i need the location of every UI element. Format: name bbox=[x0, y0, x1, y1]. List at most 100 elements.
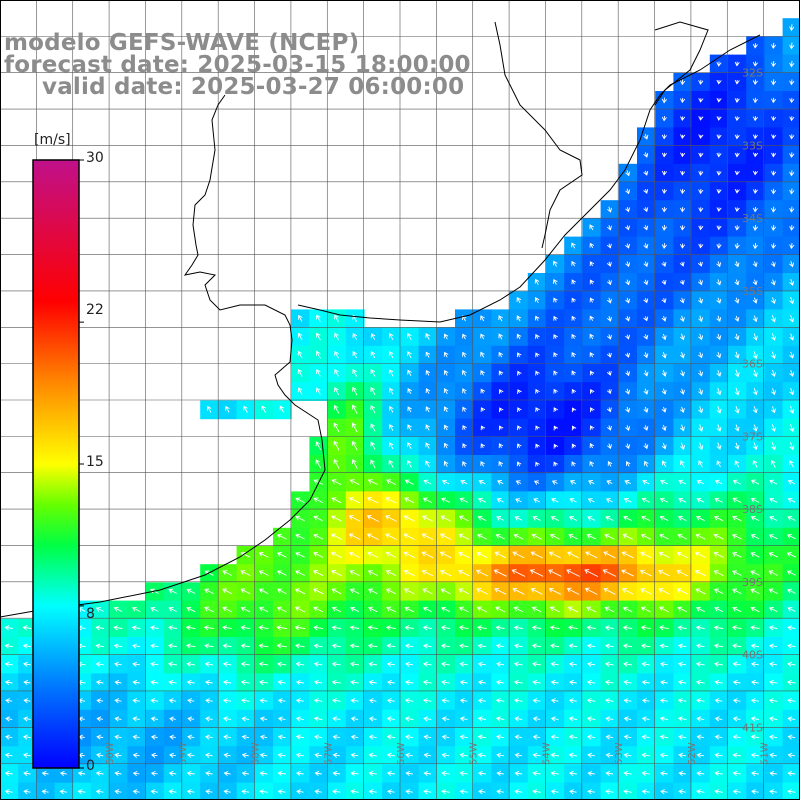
wind-arrow bbox=[515, 480, 522, 485]
wind-arrow bbox=[458, 551, 470, 559]
wind-arrow bbox=[114, 734, 122, 740]
wind-arrow bbox=[4, 625, 13, 631]
wind-arrow bbox=[588, 480, 595, 485]
wind-arrow bbox=[387, 789, 395, 795]
wind-arrow bbox=[132, 661, 140, 667]
wind-arrow bbox=[422, 625, 432, 631]
wind-arrow bbox=[589, 224, 594, 231]
wind-arrow bbox=[385, 533, 397, 540]
wind-arrow bbox=[694, 551, 706, 559]
wind-arrow bbox=[533, 498, 541, 503]
wind-arrow bbox=[553, 388, 558, 394]
wind-arrow bbox=[698, 243, 704, 249]
wind-arrow bbox=[661, 370, 667, 377]
wind-arrow bbox=[714, 734, 723, 740]
wind-arrow bbox=[205, 698, 213, 704]
wind-arrow bbox=[605, 734, 614, 740]
wind-arrow bbox=[734, 369, 740, 378]
wind-arrow bbox=[752, 297, 758, 304]
wind-arrow bbox=[698, 152, 704, 158]
wind-arrow bbox=[349, 625, 360, 631]
wind-arrow bbox=[517, 389, 522, 394]
wind-arrow bbox=[368, 606, 378, 613]
wind-arrow bbox=[587, 752, 595, 758]
wind-arrow bbox=[625, 279, 631, 286]
wind-arrow bbox=[441, 716, 450, 722]
wind-arrow bbox=[771, 152, 777, 158]
wind-arrow bbox=[623, 734, 632, 740]
wind-arrow bbox=[677, 698, 687, 704]
wind-arrow bbox=[496, 770, 504, 777]
wind-arrow bbox=[658, 551, 670, 558]
wind-arrow bbox=[787, 479, 796, 485]
wind-arrow bbox=[114, 661, 122, 667]
border-line bbox=[494, 21, 583, 249]
wind-arrow bbox=[168, 607, 177, 612]
wind-arrow bbox=[625, 225, 631, 231]
wind-arrow bbox=[789, 296, 795, 305]
wind-arrow bbox=[205, 716, 213, 722]
wind-arrow bbox=[752, 134, 758, 140]
wind-arrow bbox=[498, 425, 504, 431]
wind-arrow bbox=[567, 606, 579, 613]
wind-arrow bbox=[368, 789, 377, 795]
wind-arrow bbox=[351, 404, 358, 414]
wind-arrow bbox=[114, 698, 122, 704]
wind-arrow bbox=[680, 333, 685, 341]
wind-arrow bbox=[443, 406, 449, 413]
wind-arrow bbox=[640, 588, 652, 595]
wind-arrow bbox=[568, 716, 578, 722]
wind-arrow bbox=[660, 789, 668, 795]
wind-arrow bbox=[532, 716, 541, 722]
wind-arrow bbox=[459, 679, 468, 686]
wind-arrow bbox=[535, 388, 540, 394]
wind-arrow bbox=[96, 716, 104, 722]
wind-arrow bbox=[240, 643, 250, 649]
wind-arrow bbox=[789, 60, 795, 68]
wind-arrow bbox=[205, 734, 213, 740]
wind-arrow bbox=[421, 569, 434, 577]
wind-arrow bbox=[332, 698, 341, 704]
wind-arrow bbox=[443, 333, 449, 340]
wind-arrow bbox=[786, 552, 797, 558]
wind-arrow bbox=[549, 606, 560, 613]
wind-arrow bbox=[787, 497, 796, 503]
wind-arrow bbox=[641, 698, 650, 704]
wind-arrow bbox=[661, 189, 667, 194]
wind-arrow bbox=[480, 351, 485, 358]
wind-arrow bbox=[714, 770, 723, 776]
colorbar-unit: [m/s] bbox=[34, 132, 71, 148]
wind-arrow bbox=[240, 606, 251, 613]
wind-arrow bbox=[498, 351, 504, 358]
wind-arrow bbox=[5, 698, 13, 704]
wind-arrow bbox=[532, 789, 541, 795]
wind-arrow bbox=[716, 351, 722, 359]
wind-arrow bbox=[732, 479, 741, 485]
wind-arrow bbox=[186, 679, 195, 686]
wind-arrow bbox=[696, 752, 705, 758]
wind-arrow bbox=[352, 332, 358, 340]
wind-arrow bbox=[770, 97, 777, 104]
wind-arrow bbox=[535, 333, 540, 339]
wind-arrow bbox=[677, 716, 687, 722]
wind-arrow bbox=[277, 679, 286, 685]
wind-arrow bbox=[205, 752, 213, 758]
wind-arrow bbox=[422, 588, 433, 595]
wind-arrow bbox=[589, 460, 595, 467]
wind-arrow bbox=[367, 551, 379, 559]
wind-arrow bbox=[752, 152, 759, 158]
wind-arrow bbox=[732, 770, 741, 776]
wind-arrow bbox=[295, 497, 305, 504]
wind-arrow bbox=[625, 170, 631, 177]
wind-arrow bbox=[403, 533, 415, 540]
wind-arrow bbox=[606, 261, 612, 267]
wind-arrow bbox=[421, 551, 434, 559]
wind-cell bbox=[782, 455, 800, 474]
wind-arrow bbox=[787, 770, 796, 777]
wind-arrow bbox=[443, 460, 449, 467]
wind-arrow bbox=[313, 625, 324, 631]
wind-arrow bbox=[494, 551, 507, 559]
wind-arrow bbox=[589, 333, 595, 340]
wind-arrow bbox=[425, 388, 431, 394]
wind-arrow bbox=[113, 606, 123, 613]
